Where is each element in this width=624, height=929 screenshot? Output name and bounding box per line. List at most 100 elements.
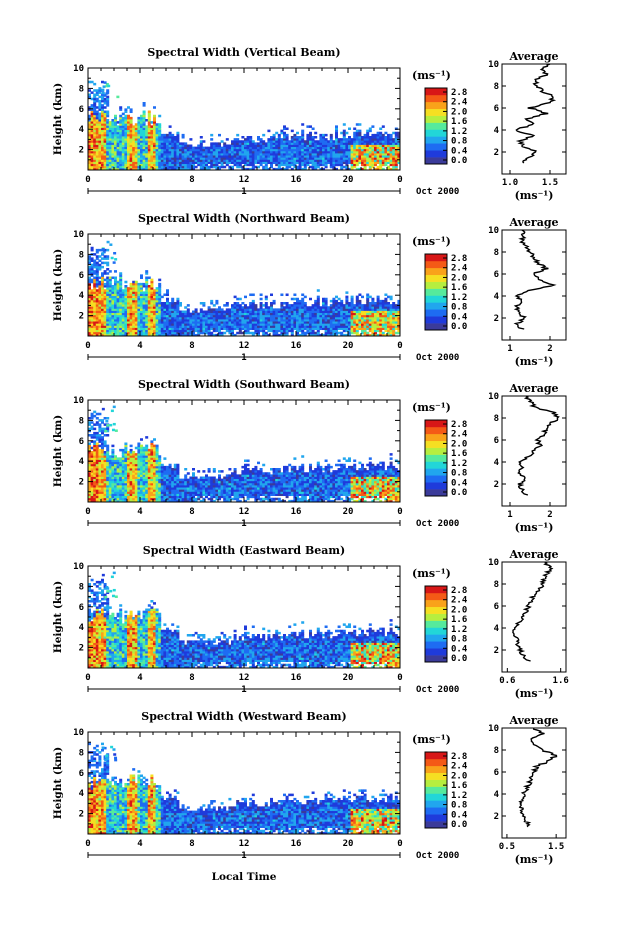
heatmap-cell: [303, 165, 307, 169]
heatmap-cell: [319, 167, 323, 171]
heatmap-cell: [142, 282, 146, 286]
heatmap-cell: [283, 163, 286, 167]
heatmap-cell: [327, 159, 331, 162]
heatmap-cell: [103, 102, 107, 105]
heatmap-cell: [288, 146, 292, 150]
heatmap-cell: [129, 110, 133, 114]
heatmap-cell: [249, 167, 253, 171]
heatmap-cell: [179, 161, 182, 165]
heatmap-cell: [205, 157, 208, 160]
heatmap-cell: [155, 165, 159, 169]
heatmap-cell: [127, 123, 130, 126]
heatmap-cell: [184, 155, 188, 158]
heatmap-cell: [95, 167, 99, 171]
heatmap-cell: [153, 123, 156, 126]
heatmap-cell: [249, 331, 253, 335]
heatmap-cell: [168, 161, 172, 165]
heatmap-cell: [259, 157, 263, 160]
panels: Spectral Width (Vertical Beam)Height (km…: [52, 46, 569, 866]
heatmap-cell: [254, 165, 258, 169]
heatmap-cell: [293, 146, 297, 150]
colorbar-swatch: [425, 260, 447, 269]
heatmap-cell: [309, 133, 312, 137]
average-y-tick-label: 8: [494, 248, 499, 258]
heatmap-cell: [199, 142, 203, 145]
heatmap-cell: [301, 167, 305, 171]
heatmap-cell: [202, 150, 206, 154]
heatmap-cell: [376, 165, 380, 169]
heatmap-cell: [350, 295, 354, 299]
heatmap-cell: [90, 114, 94, 118]
heatmap-cell: [147, 161, 151, 165]
heatmap-cell: [270, 140, 273, 143]
average-profile-line: [515, 63, 557, 164]
heatmap-cell: [306, 146, 310, 150]
heatmap-cell: [186, 150, 190, 154]
heatmap-cell: [309, 142, 312, 145]
heatmap-cell: [241, 146, 245, 150]
heatmap-cell: [103, 261, 107, 265]
x-tick-label: 16: [291, 175, 302, 185]
heatmap-cell: [238, 297, 242, 301]
heatmap-cell: [153, 153, 156, 156]
heatmap-cell: [108, 155, 112, 158]
heatmap-cell: [212, 153, 216, 156]
heatmap-cell: [340, 159, 344, 162]
heatmap-cell: [106, 99, 110, 103]
heatmap-cell: [329, 157, 333, 160]
heatmap-cell: [246, 146, 250, 150]
heatmap-cell: [335, 138, 338, 141]
heatmap-cell: [199, 308, 203, 311]
heatmap-cell: [163, 157, 167, 160]
heatmap-cell: [179, 155, 182, 158]
heatmap-cell: [103, 163, 107, 167]
heatmap-cell: [98, 255, 102, 258]
heatmap-cell: [225, 138, 229, 141]
heatmap-cell: [124, 167, 128, 171]
heatmap-cell: [262, 155, 266, 158]
heatmap-cell: [283, 144, 286, 148]
heatmap-cell: [147, 131, 151, 135]
heatmap-cell: [124, 153, 128, 156]
heatmap-cell: [311, 153, 315, 156]
heatmap-cell: [288, 155, 292, 158]
heatmap-cell: [283, 138, 286, 141]
heatmap-cell: [101, 252, 105, 255]
heatmap-cell: [218, 155, 221, 158]
heatmap-cell: [355, 295, 359, 299]
heatmap-cell: [140, 167, 143, 171]
heatmap-cell: [257, 150, 260, 154]
heatmap-cell: [199, 140, 203, 143]
heatmap-cell: [101, 155, 104, 158]
heatmap-cell: [124, 133, 128, 137]
heatmap-cell: [215, 153, 219, 156]
heatmap-cell: [303, 155, 307, 158]
heatmap-cell: [140, 161, 143, 165]
heatmap-cell: [186, 157, 190, 160]
heatmap-cell: [262, 150, 266, 154]
heatmap-cell: [153, 157, 156, 160]
heatmap-cell: [322, 153, 325, 156]
heatmap-cell: [324, 148, 328, 152]
heatmap-cell: [103, 121, 107, 124]
heatmap-cell: [355, 123, 359, 126]
panel-title: Spectral Width (Vertical Beam): [147, 46, 340, 59]
heatmap-cell: [254, 150, 258, 154]
heatmap-cell: [88, 144, 91, 148]
heatmap-cell: [116, 131, 120, 135]
heatmap-cell: [340, 142, 344, 145]
heatmap-cell: [150, 155, 154, 158]
heatmap-cell: [303, 142, 307, 145]
heatmap-cell: [285, 165, 289, 169]
heatmap-cell: [93, 157, 97, 160]
heatmap-cell: [98, 138, 102, 141]
heatmap-cell: [116, 148, 120, 152]
heatmap-cell: [231, 140, 234, 143]
heatmap-cell: [147, 157, 151, 160]
heatmap-cell: [288, 159, 292, 162]
average-x-label: (ms⁻¹): [515, 189, 554, 202]
heatmap-cell: [171, 159, 175, 162]
heatmap-cell: [225, 146, 229, 150]
heatmap-cell: [259, 155, 263, 158]
